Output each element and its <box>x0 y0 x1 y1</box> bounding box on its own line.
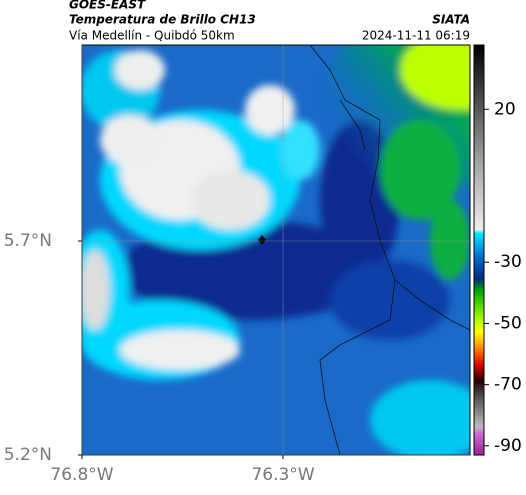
colorbar-tick-label: -70 <box>494 375 522 395</box>
y-tick-label: 5.2°N <box>4 445 52 465</box>
y-tick-label: 5.7°N <box>4 231 52 251</box>
timestamp: 2024-11-11 06:19 <box>362 29 470 43</box>
colorbar-tick-label: -30 <box>494 252 522 272</box>
colorbar-tick-label: 20 <box>494 99 516 119</box>
route-label: Vía Medellín - Quibdó 50km <box>69 29 235 43</box>
x-tick-label: 76.8°W <box>50 465 113 485</box>
colorbar-tick-label: -50 <box>494 313 522 333</box>
satellite-image <box>82 45 470 455</box>
product-title: Temperatura de Brillo CH13 <box>69 13 256 27</box>
route-marker <box>258 235 266 245</box>
x-tick-label: 76.3°W <box>251 465 314 485</box>
satellite-title: GOES-EAST <box>69 0 146 12</box>
source-label: SIATA <box>432 13 470 27</box>
colorbar <box>473 44 485 456</box>
colorbar-tick-label: -90 <box>494 436 522 456</box>
